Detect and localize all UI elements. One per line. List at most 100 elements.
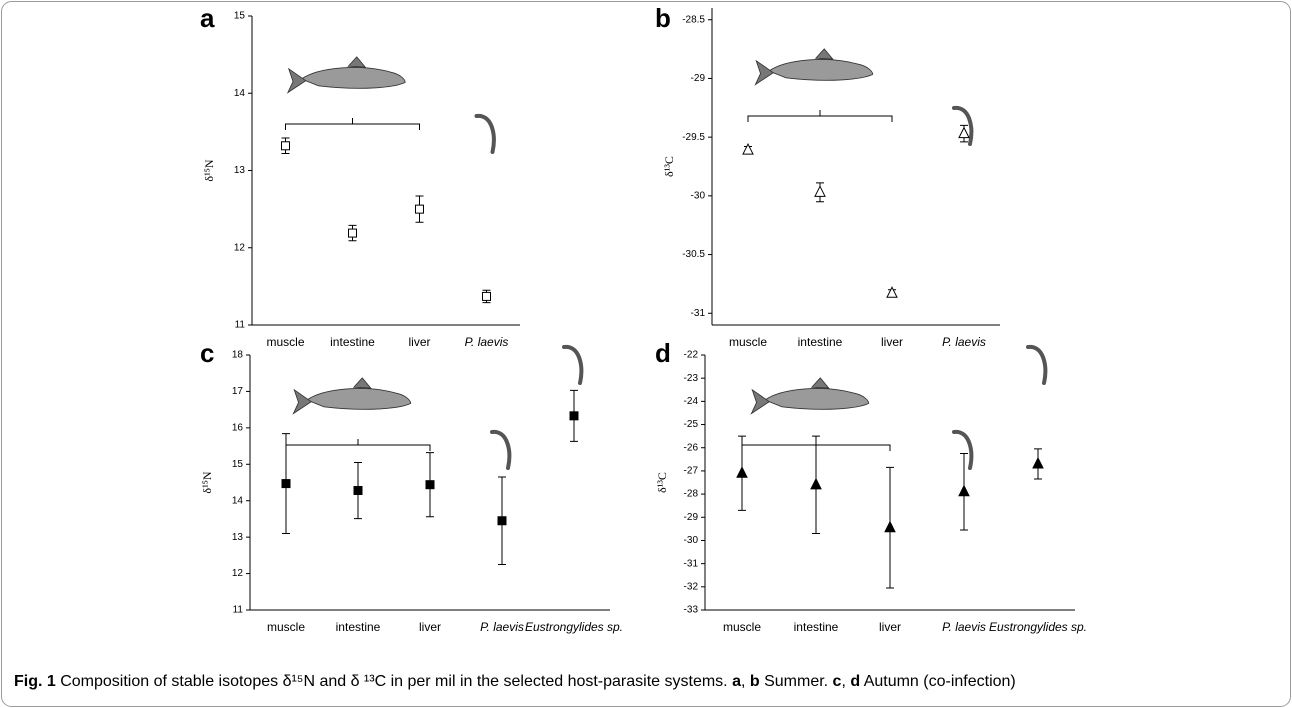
caption-segment: ,	[841, 673, 850, 690]
caption-segment: c	[833, 673, 842, 690]
fish-tail	[292, 388, 313, 415]
data-point	[425, 480, 435, 490]
caption: Fig. 1 Composition of stable isotopes δ¹…	[14, 673, 1016, 690]
data-point	[281, 479, 291, 489]
y-tick-label: 11	[233, 605, 244, 616]
x-tick-label: intestine	[330, 335, 375, 349]
caption-segment: d	[850, 673, 860, 690]
data-point	[884, 520, 896, 533]
fish-fin	[810, 377, 830, 389]
fish-illustration	[292, 377, 412, 415]
y-tick-label: 12	[234, 242, 246, 253]
y-tick-label: -26	[684, 442, 699, 453]
x-tick-label: liver	[881, 335, 903, 349]
data-point	[886, 286, 898, 298]
y-tick-label: -24	[684, 396, 699, 407]
fish-illustration	[286, 56, 406, 94]
y-tick-label: -25	[684, 419, 699, 430]
y-tick-label: -31	[691, 308, 706, 319]
worm-illustration	[562, 344, 584, 385]
x-tick-label: liver	[408, 335, 430, 349]
y-tick-label: 13	[234, 165, 246, 176]
x-tick-label: intestine	[794, 620, 839, 634]
y-tick-label: -29.5	[682, 132, 705, 143]
y-tick-label: 15	[234, 11, 246, 22]
worm-illustration	[1026, 344, 1048, 385]
y-tick-label: -27	[684, 466, 699, 477]
panel-label: a	[200, 3, 215, 33]
fish-body	[764, 388, 870, 410]
panel-label: c	[200, 338, 214, 368]
data-point	[810, 477, 822, 490]
fish-tail	[750, 388, 771, 415]
fish-tail	[754, 59, 775, 86]
caption-segment: Autumn (co-infection)	[860, 673, 1016, 690]
x-tick-label: intestine	[336, 620, 381, 634]
y-tick-label: 14	[234, 88, 246, 99]
fish-fin	[347, 56, 367, 68]
y-tick-label: 18	[232, 350, 244, 361]
data-point	[348, 228, 357, 238]
data-point	[482, 291, 491, 301]
caption-segment: Summer.	[760, 673, 833, 690]
panel-label: b	[655, 3, 671, 33]
y-tick-label: 12	[232, 568, 244, 579]
data-point	[736, 466, 748, 478]
fish-body	[768, 59, 874, 81]
x-tick-label: Eustrongylides sp.	[989, 620, 1087, 634]
x-tick-label: Eustrongylides sp.	[525, 620, 623, 634]
y-tick-label: 14	[232, 495, 244, 506]
x-tick-label: muscle	[723, 620, 761, 634]
caption-segment: b	[750, 673, 760, 690]
x-tick-label: P. laevis	[942, 620, 986, 634]
x-tick-label: muscle	[729, 335, 767, 349]
data-point	[814, 185, 826, 197]
y-tick-label: 16	[232, 422, 244, 433]
fish-fin	[814, 48, 834, 60]
y-tick-label: -29	[691, 73, 706, 84]
worm-illustration	[952, 429, 974, 470]
y-axis-label: δ¹³C	[662, 156, 676, 177]
data-point	[742, 142, 754, 155]
x-tick-label: muscle	[267, 620, 305, 634]
data-point	[569, 411, 579, 421]
worm-illustration	[474, 113, 496, 154]
y-tick-label: -23	[684, 373, 699, 384]
x-tick-label: liver	[879, 620, 901, 634]
y-tick-label: 17	[232, 386, 244, 397]
data-point	[958, 126, 970, 139]
y-axis-label: δ¹⁵N	[200, 471, 214, 493]
caption-segment: a	[732, 673, 741, 690]
bracket	[285, 118, 420, 130]
x-tick-label: liver	[419, 620, 441, 634]
data-point	[415, 204, 424, 214]
bracket	[747, 110, 893, 122]
y-tick-label: -28.5	[682, 14, 705, 25]
y-tick-label: -33	[684, 605, 699, 616]
y-tick-label: 11	[235, 320, 246, 331]
data-point	[958, 484, 970, 497]
caption-segment: Composition of stable isotopes δ¹⁵N and …	[56, 673, 732, 690]
fish-body	[306, 388, 412, 410]
fish-illustration	[754, 48, 874, 86]
x-tick-label: intestine	[798, 335, 843, 349]
fish-body	[300, 67, 406, 89]
caption-segment: Fig. 1	[14, 673, 56, 690]
y-tick-label: -30	[691, 190, 706, 201]
data-point	[1032, 456, 1044, 469]
y-tick-label: -29	[684, 512, 699, 523]
y-tick-label: -30	[684, 535, 699, 546]
y-tick-label: 13	[232, 532, 244, 543]
fish-tail	[286, 67, 307, 94]
y-tick-label: -31	[684, 558, 699, 569]
y-tick-label: -30.5	[682, 249, 705, 260]
fish-illustration	[750, 377, 870, 415]
fish-fin	[352, 377, 372, 389]
x-tick-label: muscle	[266, 335, 304, 349]
panel-label: d	[655, 338, 671, 368]
y-tick-label: -22	[684, 350, 699, 361]
y-tick-label: -28	[684, 489, 699, 500]
data-point	[281, 141, 290, 151]
